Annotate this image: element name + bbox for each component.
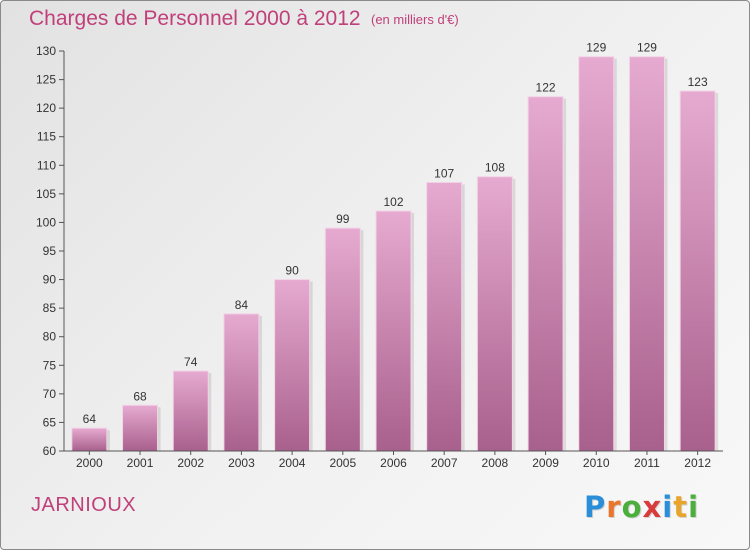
y-tick-label: 105 — [36, 187, 56, 201]
data-label: 84 — [235, 298, 249, 312]
bar — [375, 210, 412, 452]
x-tick-label: 2009 — [532, 456, 559, 470]
x-tick-label: 2006 — [380, 456, 407, 470]
brand-letter: o — [621, 490, 643, 524]
data-label: 129 — [637, 41, 657, 55]
brand-letter: P — [584, 490, 607, 524]
data-label: 123 — [688, 75, 708, 89]
data-label: 68 — [133, 389, 147, 403]
bar — [426, 181, 463, 452]
data-label: 74 — [184, 355, 198, 369]
data-label: 90 — [285, 264, 299, 278]
brand-letter: r — [606, 490, 622, 524]
data-label: 64 — [83, 412, 97, 426]
y-tick-label: 120 — [36, 101, 56, 115]
data-label: 102 — [383, 195, 403, 209]
y-tick-label: 115 — [37, 130, 56, 144]
data-label: 107 — [434, 166, 454, 180]
y-tick-label: 110 — [37, 158, 56, 172]
bar — [476, 176, 513, 452]
data-label: 108 — [485, 161, 505, 175]
y-tick-label: 70 — [43, 387, 57, 401]
y-tick-label: 85 — [43, 301, 57, 315]
y-tick-label: 65 — [43, 415, 57, 429]
data-label: 129 — [586, 41, 606, 55]
brand-letter: i — [662, 490, 674, 524]
data-label: 122 — [536, 81, 556, 95]
commune-name: JARNIOUX — [31, 494, 137, 516]
y-tick-label: 60 — [43, 444, 57, 458]
axes: 60 65 70 75 80 85 90 95 100 105 110 115 120 125 130 200… — [36, 44, 723, 470]
bar — [71, 427, 108, 452]
x-tick-label: 2001 — [127, 456, 154, 470]
bar — [324, 227, 361, 452]
y-tick-label: 130 — [36, 44, 56, 58]
y-tick-label: 80 — [43, 330, 57, 344]
x-tick-label: 2002 — [177, 456, 204, 470]
proxiti-logo[interactable]: Proxiti — [584, 490, 699, 524]
y-tick-label: 100 — [36, 215, 56, 229]
x-tick-label: 2000 — [76, 456, 103, 470]
y-tick-label: 95 — [43, 244, 57, 258]
bar — [628, 56, 665, 452]
bar — [527, 96, 564, 452]
chart-title: Charges de Personnel 2000 à 2012 — [29, 7, 361, 30]
bar — [679, 90, 716, 452]
x-tick-label: 2003 — [228, 456, 255, 470]
x-tick-label: 2005 — [329, 456, 356, 470]
chart-subtitle: (en milliers d'€) — [371, 12, 459, 27]
x-tick-label: 2007 — [431, 456, 458, 470]
brand-letter: t — [673, 490, 689, 524]
x-tick-label: 2010 — [583, 456, 610, 470]
y-tick-label: 125 — [36, 73, 56, 87]
x-tick-label: 2011 — [634, 456, 660, 470]
brand-letter: x — [642, 490, 663, 524]
bar — [172, 370, 209, 452]
bar — [274, 279, 311, 452]
y-tick-label: 90 — [43, 273, 57, 287]
y-tick-label: 75 — [43, 358, 57, 372]
bars: 64 68 74 84 90 99 102 107 108 122 129 129 123 — [71, 41, 719, 452]
bar — [578, 56, 615, 452]
x-tick-label: 2012 — [684, 456, 711, 470]
data-label: 99 — [336, 212, 350, 226]
x-tick-label: 2004 — [279, 456, 306, 470]
bar — [223, 313, 260, 452]
bar — [122, 404, 159, 452]
brand-letter: i — [688, 490, 700, 524]
x-tick-label: 2008 — [482, 456, 509, 470]
